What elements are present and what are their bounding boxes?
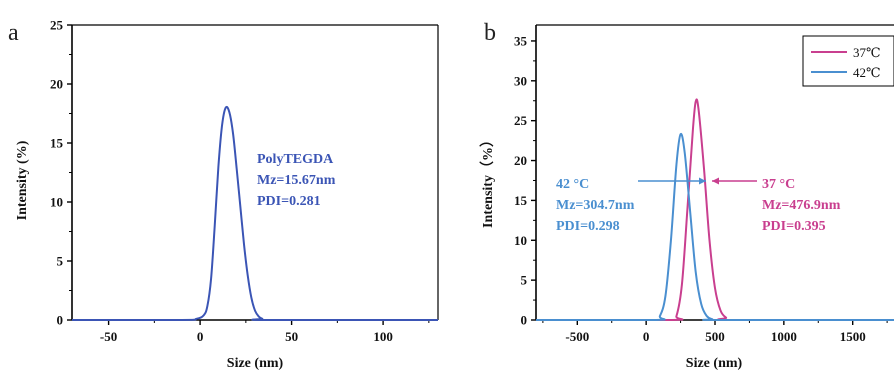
- arrow-head: [699, 177, 706, 185]
- y-axis-label: Intensity (%): [15, 140, 30, 220]
- annotation-text: Mz=15.67nm: [257, 173, 336, 188]
- x-tick-label: 100: [373, 329, 393, 344]
- y-tick-label: 35: [514, 33, 528, 48]
- x-tick-label: 1500: [840, 329, 866, 344]
- y-tick-label: 25: [50, 18, 64, 33]
- y-tick-label: 15: [514, 193, 528, 208]
- legend-box: [802, 35, 894, 87]
- annotation-text: PDI=0.281: [257, 194, 321, 209]
- x-tick-label: -50: [100, 329, 117, 344]
- legend-label: 37℃: [853, 45, 881, 60]
- y-tick-label: 20: [50, 77, 63, 92]
- x-axis-label: Size (nm): [227, 356, 284, 371]
- x-tick-label: 50: [285, 329, 298, 344]
- arrow-head: [712, 177, 719, 185]
- annotation-text: 37 °C: [762, 177, 795, 192]
- x-tick-label: 0: [197, 329, 204, 344]
- panel-letter-a: a: [8, 20, 19, 46]
- y-tick-label: 10: [514, 233, 527, 248]
- series-line-37c: [535, 98, 894, 322]
- y-tick-label: 5: [521, 273, 528, 288]
- panel-a: a 0 5 10 15 20 25 -50 0 50 100 Size (nm) Intensity …: [8, 18, 439, 371]
- x-tick-label: 0: [643, 329, 650, 344]
- y-tick-label: 15: [50, 136, 64, 151]
- x-tick-label: 500: [705, 329, 725, 344]
- annotation-text: PDI=0.298: [556, 219, 620, 234]
- y-tick-label: 10: [50, 195, 63, 210]
- series-line: [71, 105, 438, 322]
- y-tick-label: 20: [514, 153, 527, 168]
- y-tick-label: 30: [514, 73, 527, 88]
- series-line-42c: [535, 132, 894, 322]
- y-tick-label: 0: [57, 313, 64, 328]
- annotation-text: PDI=0.395: [762, 219, 826, 234]
- annotation-text: PolyTEGDA: [257, 152, 334, 167]
- x-tick-label: -500: [565, 329, 589, 344]
- y-tick-label: 5: [57, 254, 64, 269]
- panel-b: b 0 5 10 15 20 25 30 35 -500 0 500 1000 1500 Size (nm…: [480, 20, 894, 371]
- y-axis-label: Intensity（%）: [480, 133, 496, 228]
- annotation-text: Mz=476.9nm: [762, 198, 841, 213]
- panel-letter-b: b: [484, 20, 496, 46]
- legend-label: 42℃: [853, 65, 881, 80]
- annotation-text: Mz=304.7nm: [556, 198, 635, 213]
- annotation-text: 42 °C: [556, 177, 589, 192]
- x-tick-label: 1000: [771, 329, 797, 344]
- x-axis-label: Size (nm): [686, 356, 743, 371]
- y-tick-label: 25: [514, 113, 528, 128]
- y-tick-label: 0: [521, 313, 528, 328]
